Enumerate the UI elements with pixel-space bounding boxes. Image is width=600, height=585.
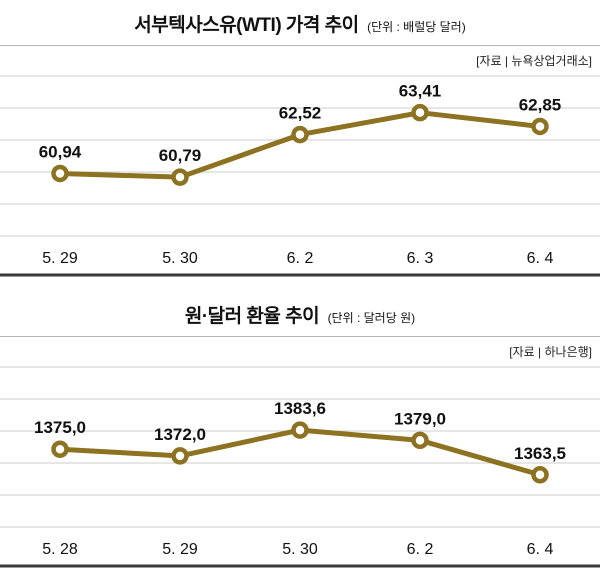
wti-title-divider xyxy=(0,45,600,46)
svg-text:63,41: 63,41 xyxy=(399,82,442,101)
svg-text:62,85: 62,85 xyxy=(519,95,562,114)
fx-source-label: [자료 | 하나은행] xyxy=(509,345,592,359)
wti-chart-header: 서부텍사스유(WTI) 가격 추이 (단위 : 배럴당 달러) xyxy=(0,6,600,45)
wti-line-chart: 60,94 60,79 62,52 63,41 62,85 5. 29 5. 30 6. 2 6… xyxy=(0,75,600,277)
svg-text:1375,0: 1375,0 xyxy=(34,418,86,437)
wti-chart-unit: (단위 : 배럴당 달러) xyxy=(367,20,466,34)
svg-text:5. 28: 5. 28 xyxy=(42,541,78,558)
fx-chart-title: 원·달러 환율 추이 xyxy=(184,306,320,327)
wti-chart-section: 서부텍사스유(WTI) 가격 추이 (단위 : 배럴당 달러) [자료 | 뉴욕… xyxy=(0,0,600,279)
fx-chart-unit: (단위 : 달러당 원) xyxy=(327,311,416,325)
svg-text:6. 4: 6. 4 xyxy=(527,250,554,267)
fx-title-divider xyxy=(0,336,600,337)
svg-text:6. 2: 6. 2 xyxy=(287,250,314,267)
svg-text:1383,6: 1383,6 xyxy=(274,399,326,418)
fx-chart-section: 원·달러 환율 추이 (단위 : 달러당 원) [자료 | 하나은행] 1375… xyxy=(0,291,600,570)
svg-text:5. 29: 5. 29 xyxy=(162,541,198,558)
svg-text:5. 30: 5. 30 xyxy=(162,250,198,267)
svg-text:1379,0: 1379,0 xyxy=(394,409,446,428)
wti-chart-title: 서부텍사스유(WTI) 가격 추이 xyxy=(134,15,359,36)
svg-text:5. 29: 5. 29 xyxy=(42,250,78,267)
svg-text:6. 2: 6. 2 xyxy=(407,541,434,558)
svg-text:60,79: 60,79 xyxy=(159,146,202,165)
svg-text:1363,5: 1363,5 xyxy=(514,444,566,463)
wti-source-label: [자료 | 뉴욕상업거래소] xyxy=(476,54,592,68)
fx-chart-header: 원·달러 환율 추이 (단위 : 달러당 원) xyxy=(0,297,600,336)
svg-text:6. 3: 6. 3 xyxy=(407,250,434,267)
svg-text:6. 4: 6. 4 xyxy=(527,541,554,558)
fx-line-chart: 1375,0 1372,0 1383,6 1379,0 1363,5 5. 28 5. 29… xyxy=(0,366,600,568)
svg-text:5. 30: 5. 30 xyxy=(282,541,318,558)
svg-text:1372,0: 1372,0 xyxy=(154,425,206,444)
svg-text:62,52: 62,52 xyxy=(279,104,322,123)
svg-text:60,94: 60,94 xyxy=(39,142,82,161)
